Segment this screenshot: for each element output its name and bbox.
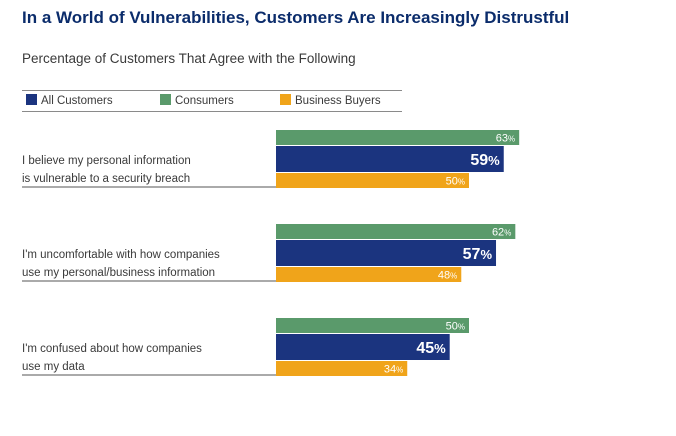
data-label: 59% [470, 152, 500, 169]
category-label-line: I believe my personal information [22, 155, 191, 167]
category-label-line: use my personal/business information [22, 267, 215, 279]
category-label-line: is vulnerable to a security breach [22, 173, 190, 185]
legend-swatch-consumers [160, 94, 171, 105]
data-label: 34% [384, 364, 403, 376]
bar [276, 224, 516, 239]
bar [276, 267, 462, 282]
data-label: 45% [416, 340, 446, 357]
legend: All Customers Consumers Business Buyers [22, 90, 402, 112]
legend-label-consumers: Consumers [175, 95, 234, 107]
data-label: 48% [438, 270, 457, 282]
legend-label-business-buyers: Business Buyers [295, 95, 381, 107]
legend-label-all-customers: All Customers [41, 95, 113, 107]
legend-swatch-business-buyers [280, 94, 291, 105]
bar [276, 146, 504, 172]
data-label: 50% [446, 176, 465, 188]
bar [276, 240, 497, 266]
bar [276, 334, 450, 360]
category-label-line: I'm uncomfortable with how companies [22, 249, 220, 261]
legend-item-all-customers: All Customers [26, 94, 113, 107]
legend-swatch-all-customers [26, 94, 37, 105]
legend-item-consumers: Consumers [160, 94, 234, 107]
category-label-line: I'm confused about how companies [22, 343, 202, 355]
bar [276, 173, 469, 188]
bar [276, 361, 408, 376]
data-label: 57% [463, 246, 493, 263]
data-label: 62% [492, 227, 511, 239]
data-label: 63% [496, 133, 515, 145]
category-label-line: use my data [22, 361, 85, 373]
bar [276, 130, 520, 145]
legend-item-business-buyers: Business Buyers [280, 94, 381, 107]
bar [276, 318, 469, 333]
chart-title: In a World of Vulnerabilities, Customers… [22, 8, 570, 27]
chart-subtitle: Percentage of Customers That Agree with … [22, 51, 356, 66]
data-label: 50% [446, 321, 465, 333]
